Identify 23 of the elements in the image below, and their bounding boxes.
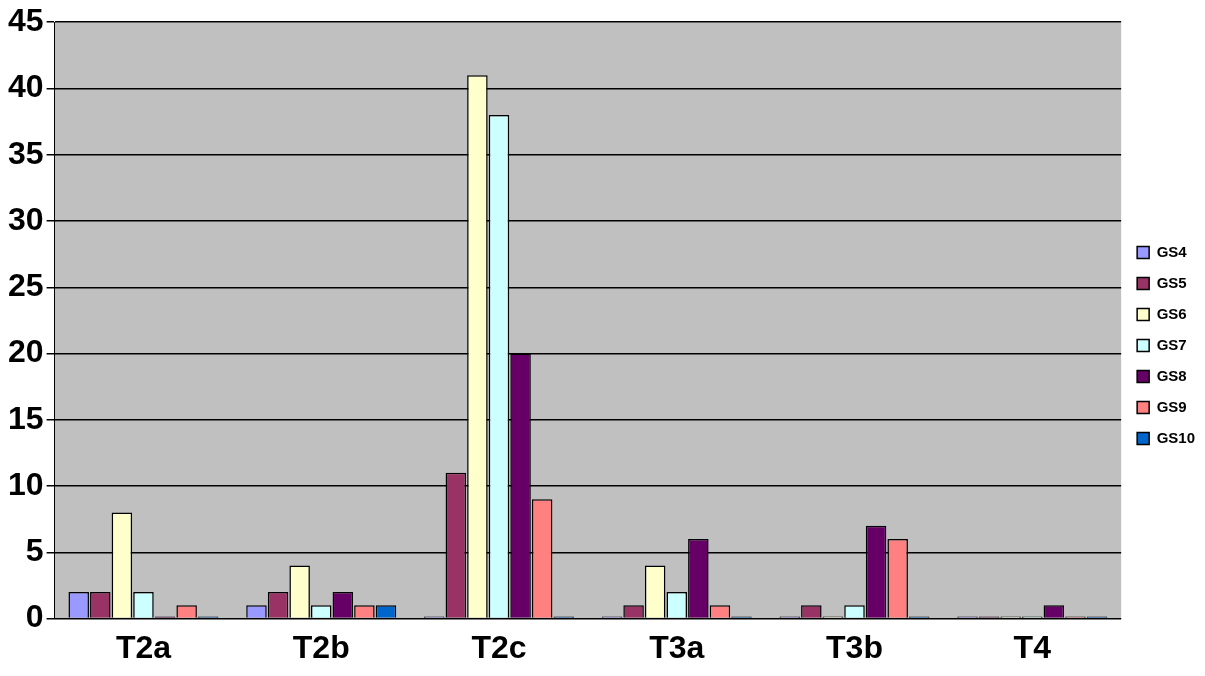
legend-label: GS10 (1156, 428, 1195, 446)
y-tick-label: 40 (8, 68, 44, 105)
x-tick-label: T4 (1013, 628, 1052, 665)
y-tick-label: 45 (8, 2, 44, 39)
legend-label: GS7 (1156, 335, 1187, 353)
y-tick-label: 20 (8, 333, 44, 370)
x-tick-label: T2c (471, 628, 527, 665)
legend-label: GS6 (1156, 304, 1187, 322)
legend-label: GS9 (1156, 397, 1187, 415)
y-tick-label: 15 (8, 399, 44, 436)
legend-label: GS8 (1156, 366, 1187, 384)
x-tick-label: T3b (826, 628, 883, 665)
y-tick-label: 25 (8, 267, 44, 304)
legend-label: GS4 (1156, 242, 1188, 260)
y-tick-label: 0 (25, 598, 44, 635)
y-tick-label: 5 (25, 532, 44, 569)
legend-label: GS5 (1156, 273, 1187, 291)
x-tick-label: T2b (292, 628, 350, 665)
y-tick-label: 30 (8, 200, 44, 237)
x-tick-label: T2a (115, 628, 172, 665)
y-tick-label: 10 (8, 465, 44, 502)
y-tick-label: 35 (8, 134, 44, 171)
x-tick-label: T3a (649, 628, 705, 665)
